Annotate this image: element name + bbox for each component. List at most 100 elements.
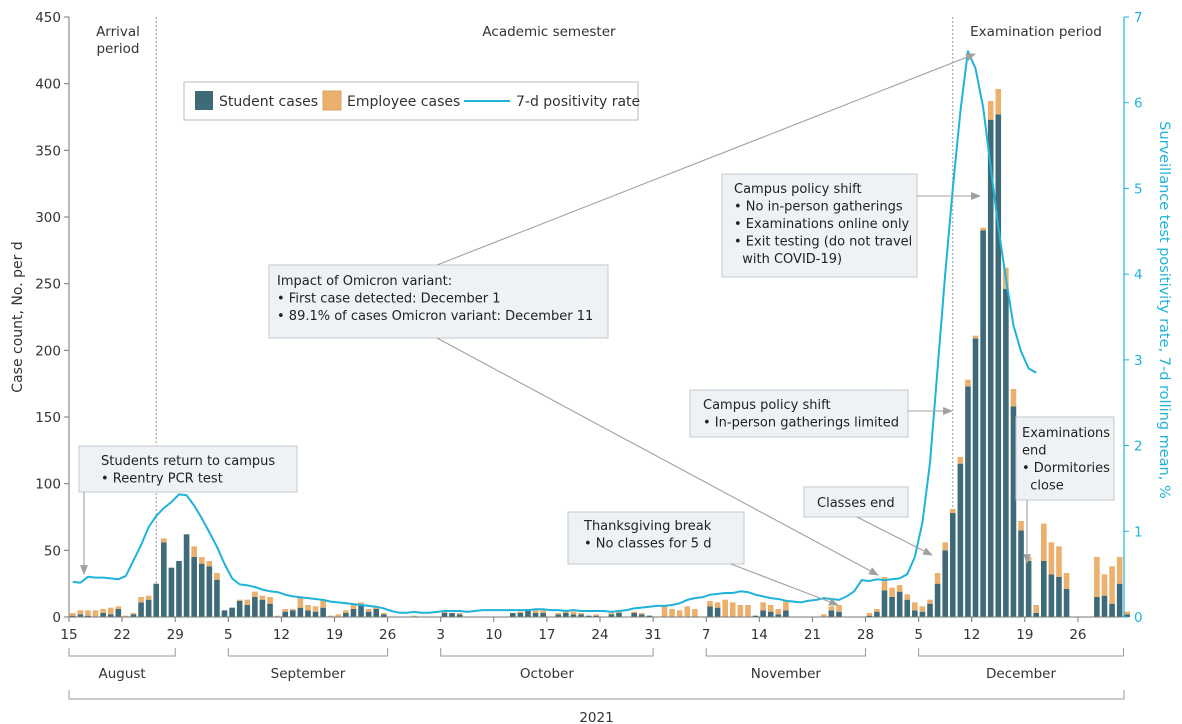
- legend-swatch-student: [195, 91, 213, 110]
- employee-bar: [972, 335, 979, 339]
- annotation-text: • Examinations online only: [734, 217, 910, 232]
- employee-bar: [191, 546, 197, 557]
- x-tick-label: 14: [751, 627, 768, 643]
- annotation-text: Campus policy shift: [734, 182, 862, 197]
- x-tick-label: 28: [857, 627, 874, 643]
- employee-bar: [198, 557, 205, 564]
- student-bar: [252, 597, 258, 617]
- student-bar: [289, 610, 296, 617]
- annotation-policy-shift-2: Campus policy shift • No in-person gather…: [721, 173, 981, 278]
- employee-bar: [949, 509, 956, 513]
- month-label: December: [986, 666, 1056, 682]
- bar-series: [69, 89, 1131, 618]
- annotation-text: end: [1022, 444, 1047, 459]
- employee-bar: [259, 595, 266, 600]
- y2-tick-label: 4: [1134, 267, 1143, 283]
- year-label: 2021: [579, 710, 613, 724]
- annotation-text: Campus policy shift: [703, 398, 831, 413]
- y-tick-label: 0: [52, 610, 61, 626]
- employee-bar: [608, 613, 615, 615]
- employee-bar: [896, 585, 903, 592]
- x-tick-label: 5: [224, 627, 233, 643]
- annotation-arrow: [436, 53, 976, 266]
- employee-bar: [775, 609, 782, 615]
- student-bar: [836, 611, 842, 617]
- student-bar: [138, 602, 144, 617]
- annotation-text: Impact of Omicron variant:: [277, 274, 452, 289]
- student-bar: [191, 557, 197, 617]
- employee-bar: [107, 607, 114, 615]
- annotation-box: [721, 173, 918, 278]
- employee-bar: [130, 613, 137, 615]
- employee-bar: [320, 599, 326, 608]
- student-bar: [957, 463, 964, 617]
- employee-bar: [350, 603, 357, 609]
- student-bar: [145, 599, 152, 617]
- student-bar: [881, 590, 888, 617]
- student-bar: [912, 610, 918, 617]
- period-label: Arrival: [96, 24, 140, 40]
- employee-bar: [1109, 566, 1115, 604]
- annotation-text: with COVID-19): [734, 252, 842, 267]
- employee-bar: [669, 609, 675, 617]
- employee-bar: [729, 602, 736, 617]
- period-label: Academic semester: [482, 24, 616, 40]
- student-bar: [638, 614, 645, 617]
- student-bar: [585, 615, 592, 617]
- employee-bar: [1048, 542, 1055, 575]
- student-bar: [578, 614, 584, 617]
- period-label: Examination period: [970, 24, 1102, 40]
- positivity-line-series: [72, 50, 1037, 614]
- annotation-omicron: Impact of Omicron variant: • First case d…: [268, 53, 976, 576]
- student-bar: [532, 613, 539, 617]
- employee-bar: [77, 610, 84, 615]
- student-bar: [1109, 603, 1115, 617]
- student-bar: [161, 542, 167, 617]
- annotation-policy-shift-1: Campus policy shift • In-person gathering…: [689, 389, 953, 438]
- month-bracket: [68, 648, 176, 657]
- employee-bar: [638, 613, 645, 615]
- x-tick-label: 17: [538, 627, 555, 643]
- y2-tick-label: 5: [1134, 181, 1143, 197]
- annotations: Students return to campus • Reentry PCR t…: [78, 53, 1115, 606]
- student-bar: [767, 611, 774, 617]
- student-bar: [775, 614, 782, 617]
- employee-bar: [578, 613, 584, 615]
- employee-bar: [927, 599, 933, 604]
- employee-bar: [836, 605, 842, 612]
- student-bar: [995, 114, 1002, 617]
- student-bar: [183, 534, 190, 617]
- x-tick-label: 26: [379, 627, 396, 643]
- employee-bar: [760, 602, 766, 611]
- student-bar: [1056, 577, 1062, 617]
- employee-bar: [934, 573, 941, 584]
- student-bar: [866, 615, 873, 617]
- annotation-classes-end: Classes end: [803, 486, 933, 556]
- student-bar: [176, 561, 182, 617]
- student-bar: [312, 611, 319, 617]
- employee-bar: [517, 611, 524, 613]
- annotation-text: Examinations: [1022, 426, 1110, 441]
- x-tick-label: 12: [273, 627, 290, 643]
- employee-bar: [714, 602, 721, 608]
- employee-bar: [684, 606, 691, 617]
- employee-bar: [828, 606, 835, 611]
- legend-label-positivity: 7-d positivity rate: [516, 94, 640, 110]
- employee-bar: [335, 614, 342, 617]
- student-bar: [69, 615, 76, 617]
- employee-bar: [1033, 605, 1040, 613]
- annotation-text: • No classes for 5 d: [584, 537, 711, 552]
- student-bar: [980, 230, 986, 618]
- employee-bar: [358, 602, 364, 605]
- employee-bar: [305, 605, 311, 611]
- employee-bar: [889, 587, 895, 597]
- employee-bar: [692, 609, 698, 617]
- year-bracket: [68, 690, 1125, 700]
- annotation-arrow: [436, 337, 879, 576]
- employee-bar: [821, 614, 827, 617]
- x-tick-label: 29: [167, 627, 184, 643]
- annotation-box: [1015, 416, 1115, 501]
- employee-bar: [100, 609, 106, 613]
- student-bar: [236, 601, 243, 617]
- month-bracket: [227, 648, 389, 657]
